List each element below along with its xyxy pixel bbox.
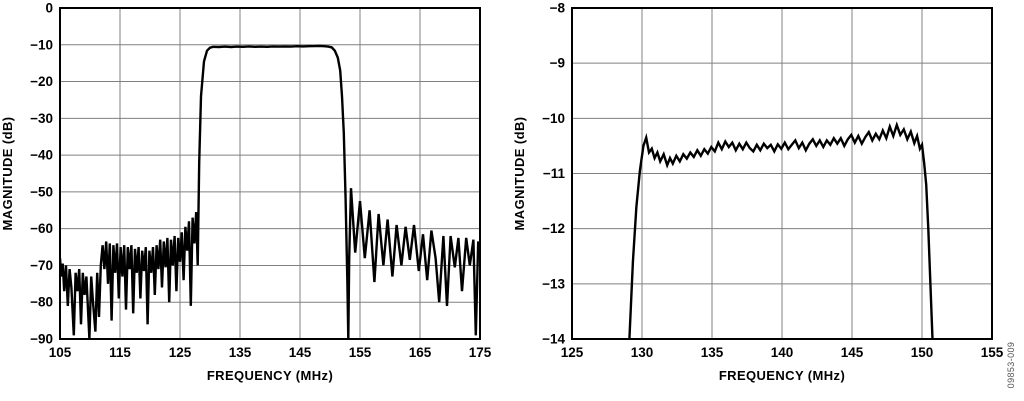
y-tick-label: −70: [30, 258, 53, 273]
y-tick-label: −10: [542, 111, 565, 126]
x-tick-label: 155: [981, 345, 1004, 360]
x-tick-label: 140: [771, 345, 794, 360]
magnitude-trace: [60, 44, 480, 339]
plot-border: [571, 7, 993, 340]
x-axis-title: FREQUENCY (MHz): [207, 368, 333, 383]
y-tick-label: −30: [30, 111, 53, 126]
x-tick-label: 135: [229, 345, 252, 360]
y-axis-title: MAGNITUDE (dB): [0, 117, 15, 231]
y-tick-label: −8: [550, 1, 566, 16]
y-tick-label: −40: [30, 148, 53, 163]
x-tick-label: 145: [289, 345, 312, 360]
x-tick-label: 105: [49, 345, 72, 360]
y-tick-label: −11: [543, 166, 566, 181]
x-tick-label: 130: [631, 345, 654, 360]
y-tick-label: −50: [30, 184, 53, 199]
plot-border: [59, 7, 481, 340]
y-tick-label: −60: [30, 221, 53, 236]
x-tick-label: 135: [701, 345, 724, 360]
x-tick-label: 125: [561, 345, 584, 360]
x-tick-label: 125: [169, 345, 192, 360]
x-tick-label: 115: [109, 345, 131, 360]
x-tick-label: 150: [911, 345, 934, 360]
magnitude-trace: [628, 121, 934, 339]
left-chart: 105 115 125 135 145 155 165 175 0 −10 −20 −30 −40 −50…: [0, 1, 492, 384]
y-tick-label: −10: [30, 37, 53, 52]
x-tick-label: 145: [841, 345, 864, 360]
y-tick-label: −90: [30, 332, 53, 347]
y-tick-label: −20: [30, 74, 53, 89]
x-tick-label: 175: [469, 345, 492, 360]
y-tick-label: −14: [542, 332, 565, 347]
y-axis-title: MAGNITUDE (dB): [512, 117, 527, 231]
right-chart: 125 130 135 140 145 150 155 −8 −9 −10 −11 −12 −13 −14…: [512, 1, 1004, 384]
y-tick-label: −9: [550, 56, 565, 71]
figure-number-watermark: 09853-009: [1006, 341, 1016, 389]
x-tick-label: 155: [349, 345, 372, 360]
y-tick-label: 0: [45, 1, 53, 16]
y-tick-label: −13: [542, 276, 565, 291]
x-axis-title: FREQUENCY (MHz): [719, 368, 845, 383]
x-tick-label: 165: [409, 345, 432, 360]
y-tick-label: −12: [542, 221, 565, 236]
y-tick-label: −80: [30, 295, 53, 310]
